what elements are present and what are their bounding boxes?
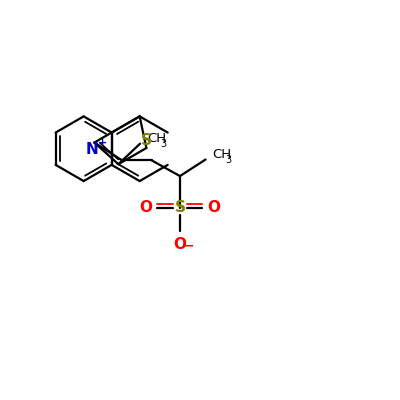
Text: O: O — [140, 200, 152, 215]
Text: O: O — [207, 200, 220, 215]
Text: CH: CH — [212, 148, 232, 161]
Text: O: O — [174, 237, 186, 252]
Text: CH: CH — [147, 132, 166, 146]
Text: 3: 3 — [226, 154, 232, 164]
Text: N: N — [86, 142, 99, 157]
Text: +: + — [98, 138, 107, 148]
Text: −: − — [184, 239, 194, 252]
Text: 3: 3 — [160, 139, 166, 149]
Text: S: S — [141, 134, 152, 148]
Text: S: S — [174, 200, 186, 215]
